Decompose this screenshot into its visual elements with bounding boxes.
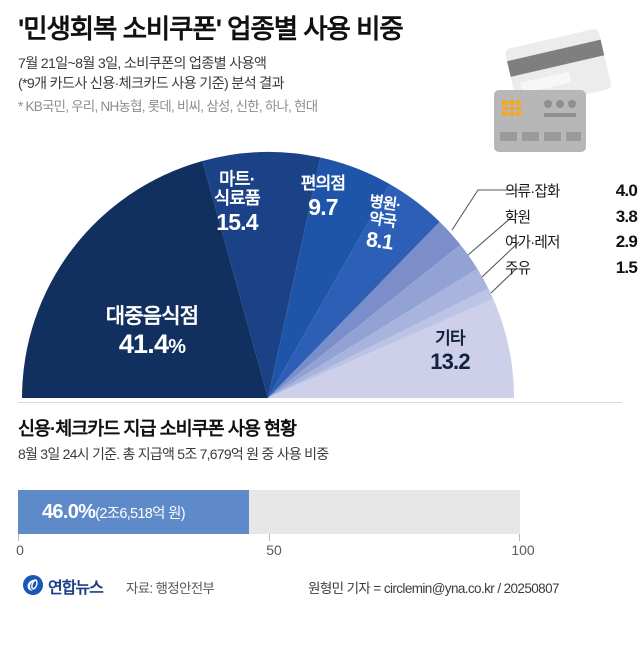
callout-value: 3.8 xyxy=(615,206,638,226)
callout-row-academy: 학원 3.8 xyxy=(505,206,638,232)
subtitle-line-2: (*9개 카드사 신용·체크카드 사용 기준) 분석 결과 xyxy=(18,76,285,93)
bar-fill: 46.0%(2조6,518억 원) xyxy=(18,490,249,534)
credit-cards-illustration xyxy=(492,24,628,164)
callout-row-clothing: 의류·잡화 4.0 xyxy=(505,180,638,206)
bar-percent: 46.0% xyxy=(42,500,96,523)
header: '민생회복 소비쿠폰' 업종별 사용 비중 7월 21일~8월 3일, 소비쿠폰… xyxy=(18,14,488,117)
source-text: 자료: 행정안전부 xyxy=(126,581,215,596)
axis-tick-50 xyxy=(269,534,270,541)
page-title: '민생회복 소비쿠폰' 업종별 사용 비중 xyxy=(18,14,404,44)
callout-value: 1.5 xyxy=(615,257,638,277)
bar-label: 46.0%(2조6,518억 원) xyxy=(18,500,186,524)
usage-bar-chart: 46.0%(2조6,518억 원) xyxy=(18,490,520,534)
callout-value: 4.0 xyxy=(615,181,638,200)
callout-value: 2.9 xyxy=(615,232,638,251)
footer: 연합뉴스 자료: 행정안전부 원형민 기자 = circlemin@yna.co… xyxy=(18,572,622,606)
pie-slices xyxy=(22,152,515,398)
axis-tick-0 xyxy=(18,534,19,541)
axis-tick-100 xyxy=(519,534,520,541)
section2-title: 신용·체크카드 지급 소비쿠폰 사용 현황 xyxy=(18,418,297,439)
section-divider xyxy=(18,402,622,403)
callout-label-list: 의류·잡화 4.0 학원 3.8 여가·레저 2.9 주유 1.5 xyxy=(505,180,638,283)
section2-subtitle: 8월 3일 24시 기준. 총 지급액 5조 7,679억 원 중 사용 비중 xyxy=(18,446,329,462)
leader-lines xyxy=(451,189,520,294)
bar-amount: (2조6,518억 원) xyxy=(95,505,185,522)
subtitle-line-1: 7월 21일~8월 3일, 소비쿠폰의 업종별 사용액 xyxy=(18,56,267,73)
axis-label-0: 0 xyxy=(16,542,24,558)
yonhap-logo-icon xyxy=(22,574,44,601)
callout-row-leisure: 여가·레저 2.9 xyxy=(505,231,638,257)
bar-axis: 0 50 100 xyxy=(16,534,535,560)
callout-name: 여가·레저 xyxy=(505,235,560,251)
credit-text: 원형민 기자 = circlemin@yna.co.kr / 20250807 xyxy=(308,581,559,596)
callout-row-fuel: 주유 1.5 xyxy=(505,257,638,283)
axis-label-50: 50 xyxy=(266,542,282,558)
yonhap-logo-text: 연합뉴스 xyxy=(48,580,104,597)
callout-name: 의류·잡화 xyxy=(505,184,560,200)
callout-name: 주유 xyxy=(505,260,531,277)
callout-name: 학원 xyxy=(505,209,531,226)
card-issuers-note: * KB국민, 우리, NH농협, 롯데, 비씨, 삼성, 신한, 하나, 현대 xyxy=(18,98,318,114)
axis-label-100: 100 xyxy=(511,542,535,558)
